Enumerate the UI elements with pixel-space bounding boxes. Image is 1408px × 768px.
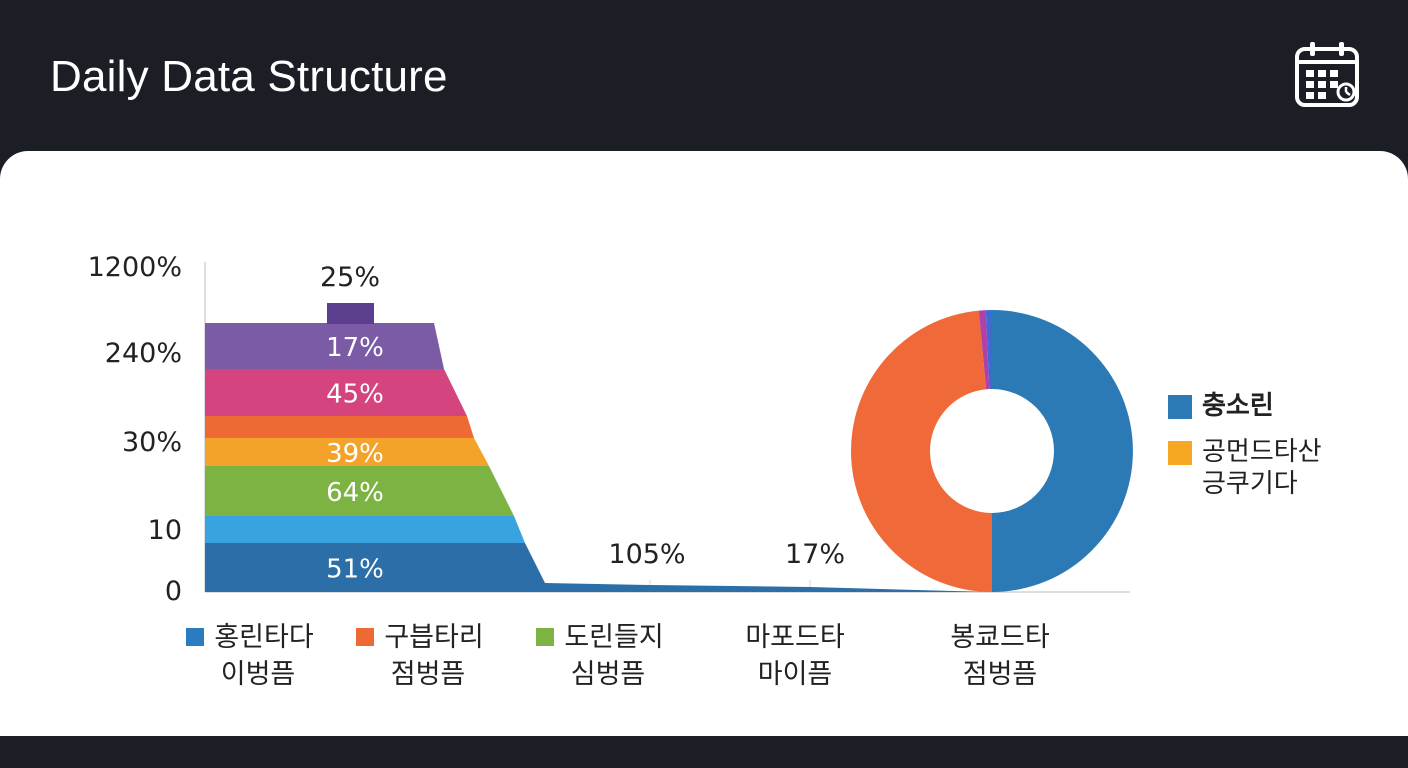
page-title: Daily Data Structure [50, 52, 448, 101]
donut-slice-3 [985, 310, 992, 390]
category-sublabel: 심벙픔 [571, 659, 646, 690]
category-swatch [536, 628, 554, 646]
area-layer-6 [205, 323, 444, 369]
area-layer-0 [205, 543, 990, 592]
category-label: 마포드타 [745, 622, 845, 653]
y-tick-label: 10 [148, 515, 182, 546]
footer-bar [0, 736, 1408, 768]
legend-label: 충소린 [1202, 391, 1274, 421]
category-swatch [186, 628, 204, 646]
layer-label: 51% [326, 555, 384, 585]
legend-item-1: 공먼드타산 긍쿠기다 [1168, 436, 1398, 500]
donut-slice-2 [978, 310, 990, 390]
area-layer-4 [205, 416, 474, 438]
top-block [327, 303, 374, 324]
layer-label: 39% [326, 439, 384, 469]
layer-label: 45% [326, 380, 384, 410]
category-sublabel: 이벙픔 [221, 659, 296, 690]
top-block-label: 25% [320, 262, 380, 293]
category-sublabel: 점벙픔 [963, 659, 1038, 690]
category-sublabel: 마이픔 [758, 659, 833, 690]
donut-slice-0 [992, 310, 1133, 592]
area-layer-3 [205, 438, 489, 466]
donut-legend: 충소린 공먼드타산 긍쿠기다 [1168, 390, 1398, 514]
legend-label: 공먼드타산 긍쿠기다 [1202, 437, 1322, 499]
category-label: 홍린타다 [214, 622, 314, 653]
y-tick-label: 30% [122, 427, 182, 458]
annotation-label: 17% [785, 539, 845, 570]
y-tick-label: 0 [165, 576, 182, 607]
y-tick-label: 1200% [88, 252, 182, 283]
area-layer-1 [205, 516, 525, 543]
y-tick-label: 240% [105, 338, 182, 369]
calendar-icon[interactable] [1294, 40, 1360, 108]
header: Daily Data Structure [0, 0, 1408, 150]
category-label: 도린들지 [564, 622, 663, 653]
layer-label: 17% [326, 333, 384, 363]
legend-swatch [1168, 441, 1192, 465]
area-layer-2 [205, 466, 514, 516]
donut-slice-1 [851, 310, 992, 592]
category-swatch [356, 628, 374, 646]
legend-swatch [1168, 395, 1192, 419]
annotation-label: 105% [608, 539, 685, 570]
category-label: 봉쿄드타 [950, 622, 1050, 653]
category-label: 구븝타리 [384, 622, 483, 653]
legend-item-0: 충소린 [1168, 390, 1398, 422]
category-sublabel: 점벙픔 [391, 659, 466, 690]
area-layer-5 [205, 369, 467, 416]
layer-label: 64% [326, 478, 384, 508]
